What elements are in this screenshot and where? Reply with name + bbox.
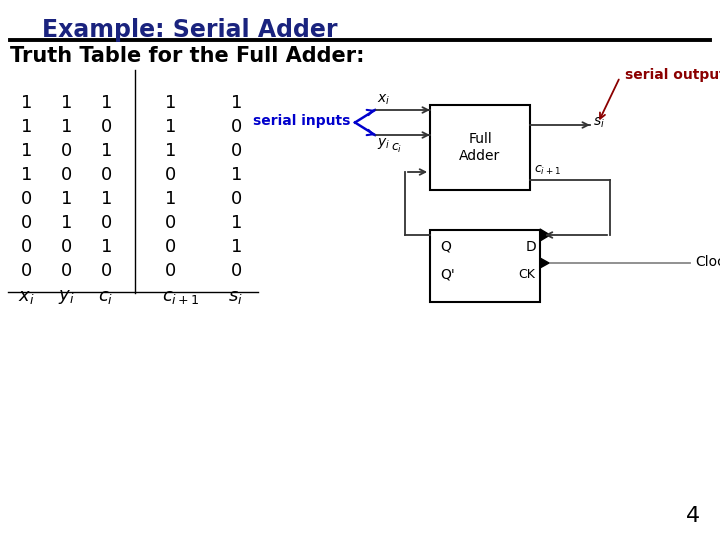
Text: 1: 1 [61,94,73,112]
Text: 1: 1 [101,238,112,256]
Text: D: D [526,240,536,254]
Text: 1: 1 [165,190,176,208]
Text: CK: CK [518,268,535,281]
Text: 1: 1 [61,214,73,232]
Text: serial output: serial output [625,68,720,82]
Text: 0: 0 [61,142,72,160]
Text: 0: 0 [101,214,112,232]
Text: serial inputs: serial inputs [253,113,350,127]
Text: 0: 0 [165,262,176,280]
Text: 0: 0 [165,238,176,256]
Text: 0: 0 [231,190,242,208]
Text: 1: 1 [61,118,73,136]
Text: $c_{i+1}$: $c_{i+1}$ [534,164,561,177]
Text: $\mathit{y}_i$: $\mathit{y}_i$ [58,288,75,306]
Text: 0: 0 [101,166,112,184]
Text: 1: 1 [231,94,243,112]
Text: 0: 0 [165,166,176,184]
Text: Full
Adder: Full Adder [459,132,500,163]
Text: $\mathit{s}_i$: $\mathit{s}_i$ [228,288,243,306]
Polygon shape [540,258,549,268]
Text: $x_i$: $x_i$ [377,92,390,107]
Text: $\mathit{c}_i$: $\mathit{c}_i$ [98,288,113,306]
Bar [430,105,530,190]
Bar [430,230,540,302]
Text: 1: 1 [231,238,243,256]
Text: 0: 0 [231,118,242,136]
Text: 1: 1 [21,94,32,112]
Text: 1: 1 [21,166,32,184]
Text: 0: 0 [231,142,242,160]
Text: $c_i$: $c_i$ [391,142,402,155]
Text: 0: 0 [231,262,242,280]
Text: 1: 1 [165,142,176,160]
Text: 1: 1 [21,118,32,136]
Text: 0: 0 [61,166,72,184]
Text: 1: 1 [101,142,112,160]
Text: 0: 0 [21,190,32,208]
Text: 0: 0 [21,214,32,232]
Text: Truth Table for the Full Adder:: Truth Table for the Full Adder: [10,46,364,66]
Text: 0: 0 [101,262,112,280]
Text: 4: 4 [686,506,700,526]
Text: 1: 1 [21,142,32,160]
Text: $\mathit{c}_{i+1}$: $\mathit{c}_{i+1}$ [162,288,199,306]
Text: 1: 1 [165,118,176,136]
Text: 0: 0 [21,238,32,256]
Text: 1: 1 [101,94,112,112]
Text: 1: 1 [101,190,112,208]
Text: 1: 1 [231,214,243,232]
Text: $s_i$: $s_i$ [593,116,605,130]
Text: Q': Q' [440,268,455,282]
Text: 1: 1 [61,190,73,208]
Text: 0: 0 [61,238,72,256]
Text: $\mathit{x}_i$: $\mathit{x}_i$ [18,288,35,306]
Text: 1: 1 [231,166,243,184]
Text: Clock: Clock [695,255,720,269]
Text: Q: Q [440,240,451,254]
Text: $y_i$: $y_i$ [377,136,390,151]
Text: 0: 0 [21,262,32,280]
Text: Example: Serial Adder: Example: Serial Adder [42,18,338,42]
Text: 0: 0 [165,214,176,232]
Text: 1: 1 [165,94,176,112]
Text: 0: 0 [101,118,112,136]
Text: 0: 0 [61,262,72,280]
Polygon shape [540,229,550,241]
